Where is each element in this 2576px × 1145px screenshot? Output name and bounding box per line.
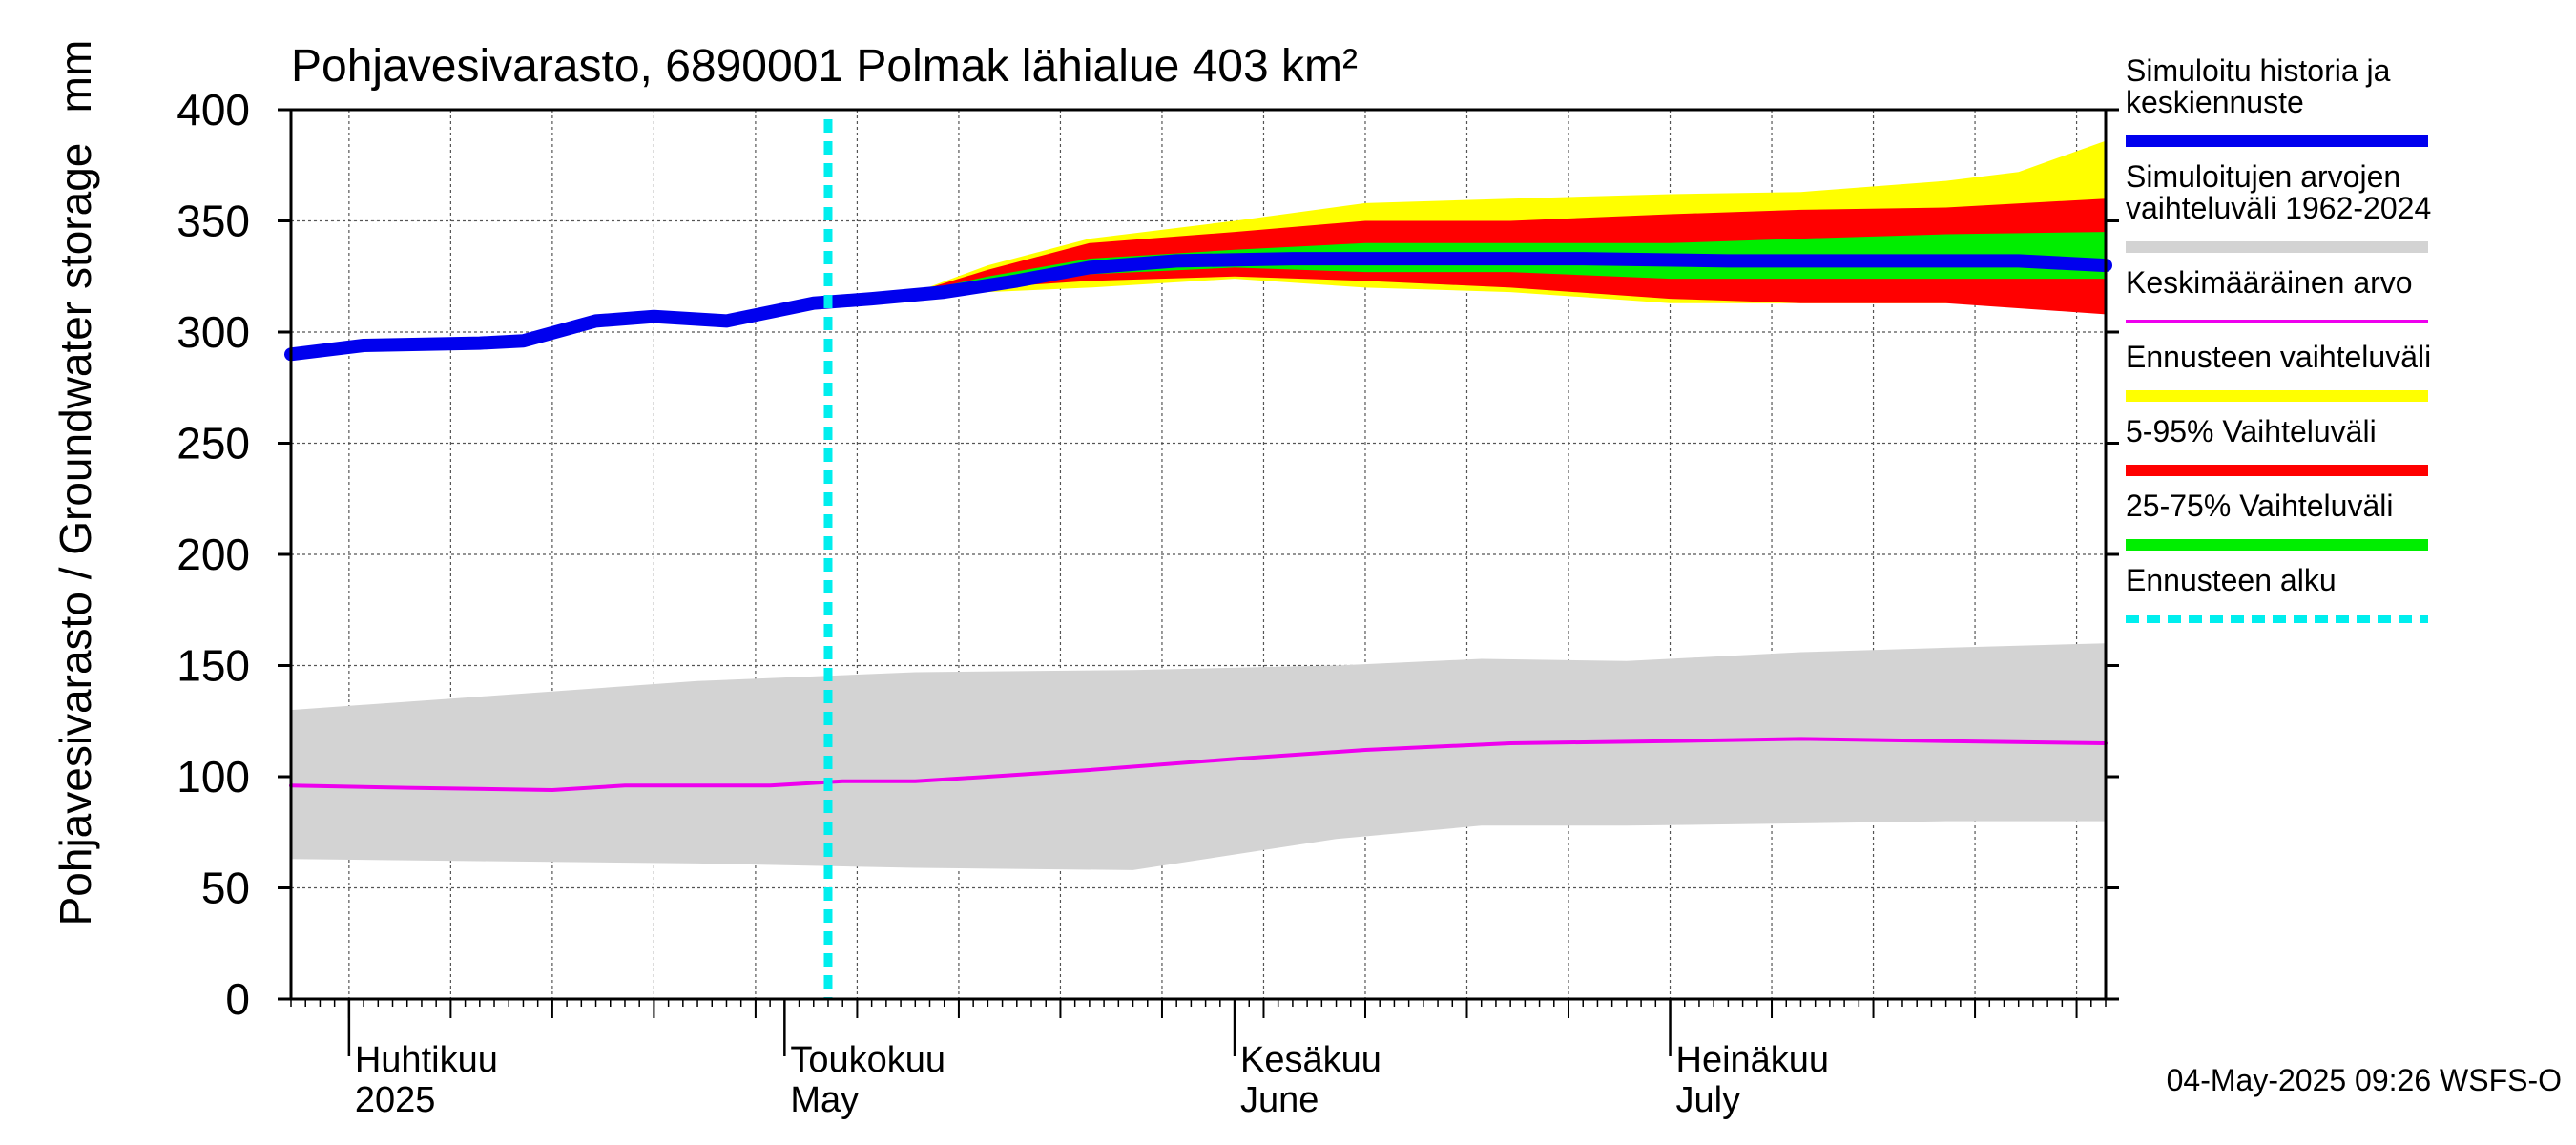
legend-label: 5-95% Vaihteluväli [2126,414,2377,448]
y-tick-label: 50 [201,864,250,913]
mean-line [289,737,2108,792]
x-month-sublabel: June [1240,1080,1319,1120]
x-month-label: Kesäkuu [1240,1040,1381,1080]
y-axis-label: Pohjavesivarasto / Groundwater storage [51,143,100,926]
footer-timestamp: 04-May-2025 09:26 WSFS-O [2167,1063,2562,1097]
y-tick-label: 300 [177,307,250,357]
x-month-sublabel: May [790,1080,859,1120]
y-tick-label: 150 [177,641,250,691]
x-month-label: Huhtikuu [355,1040,498,1080]
x-month-sublabel: July [1676,1080,1741,1120]
chart-title: Pohjavesivarasto, 6890001 Polmak lähialu… [291,41,1358,92]
x-month-sublabel: 2025 [355,1080,436,1120]
legend-label: 25-75% Vaihteluväli [2126,489,2393,523]
lines-layer [284,119,2112,999]
x-month-label: Toukokuu [790,1040,945,1080]
x-month-label: Heinäkuu [1676,1040,1830,1080]
y-ticks: 0 50 100 150 200 250 300 350 400 [177,85,2119,1024]
simulated-line [284,252,2112,362]
y-tick-label: 350 [177,197,250,246]
legend-label: Simuloitu historia ja [2126,53,2391,88]
y-tick-label: 400 [177,85,250,135]
y-tick-label: 100 [177,752,250,802]
history-range-band [291,643,2106,870]
y-tick-label: 250 [177,419,250,468]
legend-label: Keskimääräinen arvo [2126,265,2413,300]
y-axis-unit: mm [51,40,100,114]
legend-label: Simuloitujen arvojen [2126,159,2400,194]
legend-label: Ennusteen vaihteluväli [2126,340,2431,374]
y-tick-label: 0 [225,974,250,1024]
y-tick-label: 200 [177,530,250,579]
legend-label: Ennusteen alku [2126,563,2337,597]
legend-label: keskiennuste [2126,85,2304,119]
legend-label: vaihteluväli 1962-2024 [2126,191,2431,225]
